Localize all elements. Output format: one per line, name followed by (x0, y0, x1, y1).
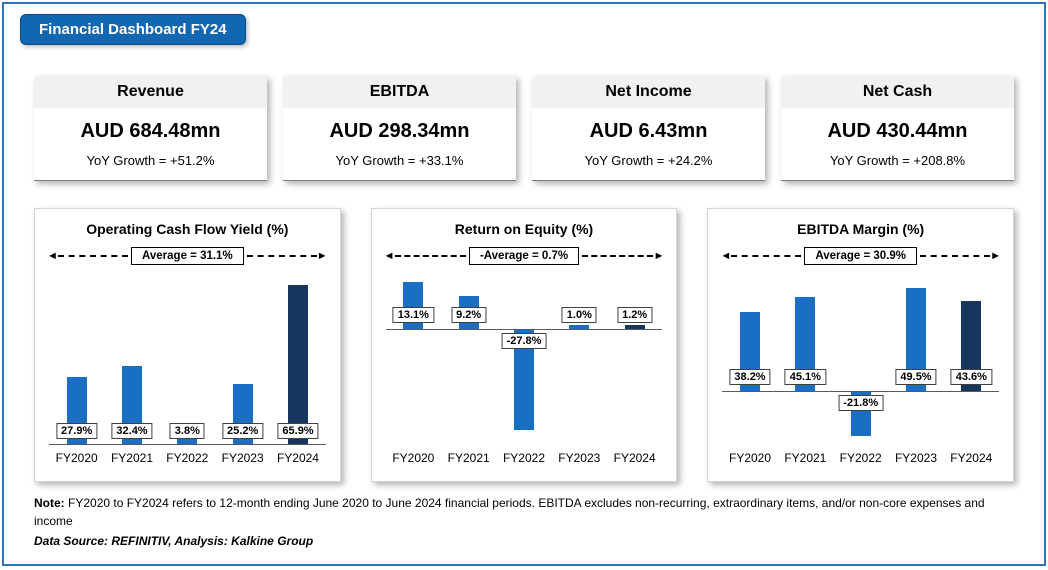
average-indicator: ◄ -Average = 0.7% ► (383, 245, 665, 267)
x-axis-label: FY2024 (276, 451, 319, 465)
x-axis-label: FY2023 (221, 451, 264, 465)
x-axis-label: FY2021 (110, 451, 153, 465)
x-axis-line (722, 391, 1000, 392)
x-axis-label: FY2024 (613, 451, 656, 465)
chart-operating-cash-flow-yield: Operating Cash Flow Yield (%) ◄ Average … (34, 208, 341, 482)
bar-value-label: 43.6% (950, 369, 992, 385)
x-axis-label: FY2023 (894, 451, 937, 465)
kpi-value: AUD 6.43mn (589, 120, 708, 142)
bar (795, 297, 816, 391)
dashed-line (731, 255, 802, 257)
kpi-card-ebitda: EBITDA AUD 298.34mn YoY Growth = +33.1% (283, 76, 516, 181)
chart-ebitda-margin: EBITDA Margin (%) ◄ Average = 30.9% ► 38… (707, 208, 1015, 482)
kpi-card-net-cash: Net Cash AUD 430.44mn YoY Growth = +208.… (781, 76, 1014, 181)
average-indicator: ◄ Average = 31.1% ► (47, 245, 328, 267)
x-axis-label: FY2023 (558, 451, 601, 465)
x-axis-line (49, 444, 326, 445)
kpi-value: AUD 430.44mn (827, 120, 968, 142)
kpi-label: Revenue (34, 76, 267, 108)
bar-value-label: 49.5% (895, 369, 937, 385)
bar (288, 285, 308, 445)
note-text: FY2020 to FY2024 refers to 12-month endi… (34, 496, 985, 528)
bar-value-label: 65.9% (277, 423, 319, 439)
data-source-line: Data Source: REFINITIV, Analysis: Kalkin… (34, 534, 314, 548)
chart-return-on-equity: Return on Equity (%) ◄ -Average = 0.7% ►… (370, 208, 678, 482)
bar-value-label: 1.2% (617, 307, 653, 323)
bar (961, 301, 982, 391)
plot-area: 27.9% 32.4% 3.8% 25.2% 65.9% (49, 275, 326, 445)
note-line: Note: FY2020 to FY2024 refers to 12-mont… (34, 494, 1014, 530)
arrow-right-icon: ► (316, 249, 328, 262)
x-axis-labels: FY2020 FY2021 FY2022 FY2023 FY2024 (386, 451, 663, 465)
kpi-row: Revenue AUD 684.48mn YoY Growth = +51.2%… (34, 76, 1014, 181)
x-axis-label: FY2020 (55, 451, 98, 465)
x-axis-label: FY2020 (392, 451, 435, 465)
chart-title: EBITDA Margin (%) (797, 221, 925, 237)
x-axis-label: FY2021 (784, 451, 827, 465)
bar-value-label: 9.2% (451, 307, 487, 323)
kpi-growth: YoY Growth = +51.2% (86, 153, 215, 168)
x-axis-label: FY2022 (839, 451, 882, 465)
bar-value-label: 13.1% (392, 307, 434, 323)
bar-value-label: 25.2% (222, 423, 264, 439)
plot-area: 13.1% 9.2% -27.8% 1.0% 1.2% (385, 275, 663, 445)
bar-value-label: 45.1% (784, 369, 826, 385)
arrow-right-icon: ► (653, 249, 665, 262)
kpi-growth: YoY Growth = +33.1% (335, 153, 464, 168)
bar-value-label: 1.0% (561, 307, 597, 323)
bar-value-label: 3.8% (169, 423, 205, 439)
kpi-growth: YoY Growth = +208.8% (829, 153, 966, 168)
x-axis-label: FY2022 (502, 451, 545, 465)
x-axis-labels: FY2020 FY2021 FY2022 FY2023 FY2024 (49, 451, 326, 465)
dashed-line (920, 255, 991, 257)
kpi-growth: YoY Growth = +24.2% (584, 153, 713, 168)
arrow-left-icon: ◄ (720, 249, 732, 262)
kpi-card-net-income: Net Income AUD 6.43mn YoY Growth = +24.2… (532, 76, 765, 181)
bar-value-label: 38.2% (729, 369, 771, 385)
kpi-card-revenue: Revenue AUD 684.48mn YoY Growth = +51.2% (34, 76, 267, 181)
x-axis-label: FY2024 (950, 451, 993, 465)
dashed-line (582, 255, 654, 257)
bar (177, 436, 198, 445)
x-axis-label: FY2020 (728, 451, 772, 465)
x-axis-line (385, 329, 663, 330)
x-axis-labels: FY2020 FY2021 FY2022 FY2023 FY2024 (722, 451, 999, 465)
bar-value-label: -21.8% (838, 395, 884, 411)
bar (624, 325, 645, 329)
x-axis-label: FY2022 (166, 451, 209, 465)
dashed-line (57, 255, 128, 257)
bar-value-label: 32.4% (111, 423, 153, 439)
note-label: Note: (34, 496, 65, 510)
kpi-value: AUD 298.34mn (329, 120, 470, 142)
arrow-left-icon: ◄ (47, 249, 58, 262)
bar-value-label: -27.8% (501, 333, 547, 349)
kpi-value: AUD 684.48mn (80, 120, 221, 142)
bar-value-label: 27.9% (56, 423, 98, 439)
chart-title: Return on Equity (%) (454, 221, 594, 237)
charts-row: Operating Cash Flow Yield (%) ◄ Average … (34, 208, 1015, 482)
arrow-left-icon: ◄ (383, 249, 395, 262)
plot-area: 38.2% 45.1% -21.8% 49.5% 43.6% (722, 275, 1000, 445)
average-label: Average = 30.9% (804, 247, 918, 265)
x-axis-label: FY2021 (447, 451, 490, 465)
bar (906, 288, 926, 391)
chart-title: Operating Cash Flow Yield (%) (86, 221, 289, 237)
page-title: Financial Dashboard FY24 (20, 14, 246, 45)
average-indicator: ◄ Average = 30.9% ► (720, 245, 1001, 267)
footer-notes: Note: FY2020 to FY2024 refers to 12-mont… (34, 494, 1014, 550)
bar (514, 329, 534, 430)
bar (569, 325, 590, 329)
average-label: Average = 31.1% (131, 247, 244, 265)
kpi-label: Net Cash (781, 76, 1014, 108)
arrow-right-icon: ► (990, 249, 1002, 262)
dashed-line (394, 255, 466, 257)
kpi-label: EBITDA (283, 76, 516, 108)
kpi-label: Net Income (532, 76, 765, 108)
dashed-line (246, 255, 317, 257)
average-label: -Average = 0.7% (468, 247, 580, 265)
